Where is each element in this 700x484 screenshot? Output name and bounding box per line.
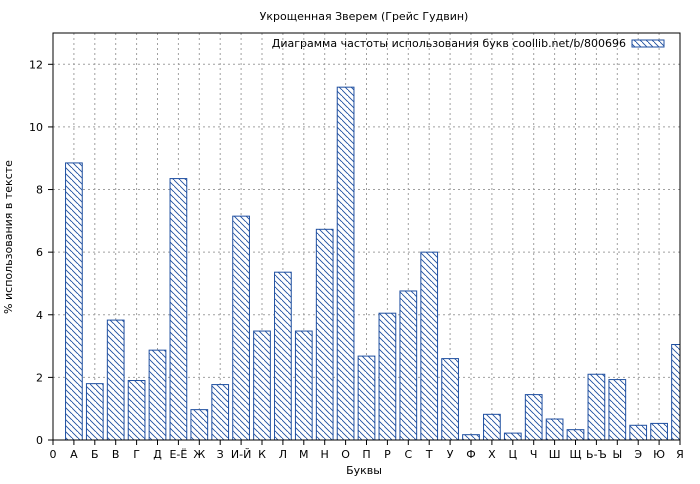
bar-О	[336, 86, 355, 441]
bar-Ш	[545, 418, 564, 441]
bar-Ж	[190, 409, 209, 441]
bar-Д	[148, 349, 167, 441]
bar-Х	[483, 413, 501, 441]
bar-Г	[127, 380, 146, 441]
bar-Ь-Ъ	[587, 373, 606, 441]
y-tick-label: 0	[36, 434, 43, 447]
x-tick-label: Х	[488, 448, 496, 461]
x-tick-label: А	[70, 448, 78, 461]
x-tick-label: Р	[384, 448, 391, 461]
x-tick-label: Ы	[612, 448, 622, 461]
x-tick-label: Т	[425, 448, 433, 461]
legend-swatch	[631, 39, 665, 48]
x-tick-label: Н	[321, 448, 329, 461]
x-tick-label: Б	[91, 448, 99, 461]
x-tick-label: В	[112, 448, 120, 461]
x-tick-label: Ч	[530, 448, 538, 461]
bar-Л	[274, 271, 292, 441]
x-tick-label: К	[258, 448, 266, 461]
x-tick-label: З	[217, 448, 224, 461]
bar-У	[441, 358, 459, 441]
legend: Диаграмма частоты использования букв coo…	[272, 37, 665, 50]
bar-К	[253, 330, 271, 441]
bar-Ю	[650, 422, 668, 441]
bar-Т	[420, 251, 439, 441]
bar-Я	[671, 344, 681, 441]
y-tick-label: 8	[36, 184, 43, 197]
x-tick-label: Е-Ё	[169, 448, 187, 461]
x-tick-label: Ш	[549, 448, 561, 461]
x-axis: 0 А Б В Г Д Е-Ё Ж З И-Й К Л М Н О П Р С Т У Ф Х Ц Ч Ш Щ Ь-Ъ Ы Э Ю Я	[50, 440, 684, 461]
x-tick-label: П	[362, 448, 370, 461]
x-tick-label: Ь-Ъ	[586, 448, 607, 461]
bar-В	[106, 319, 125, 441]
bar-З	[211, 384, 230, 441]
bar-И-Й	[232, 215, 250, 441]
y-tick-label: 4	[36, 309, 43, 322]
bar-Э	[629, 424, 648, 441]
x-tick-label: И-Й	[231, 448, 251, 461]
x-tick-label: Щ	[569, 448, 581, 461]
x-tick-label: Д	[153, 448, 162, 461]
bar-А	[65, 162, 83, 441]
bar-С	[399, 290, 418, 441]
y-tick-label: 6	[36, 246, 43, 259]
x-tick-label: С	[404, 448, 412, 461]
bar-П	[357, 355, 376, 441]
x-tick-label: Ж	[193, 448, 205, 461]
bar-Е-Ё	[169, 178, 188, 441]
y-axis: 0 2 4 6 8 10 12	[29, 58, 53, 447]
x-axis-title: Буквы	[346, 464, 382, 477]
y-tick-label: 12	[29, 58, 43, 71]
bar-Н	[315, 228, 334, 441]
y-axis-title: % использования в тексте	[2, 160, 15, 314]
legend-label: Диаграмма частоты использования букв coo…	[272, 37, 626, 50]
x-tick-label: 0	[50, 448, 57, 461]
x-tick-label: Ц	[509, 448, 518, 461]
bar-Ы	[608, 379, 627, 441]
bar-М	[294, 330, 313, 441]
x-tick-label: О	[341, 448, 350, 461]
x-tick-label: Э	[634, 448, 642, 461]
chart-title: Укрощенная Зверем (Грейс Гудвин)	[260, 10, 469, 23]
bar-Б	[85, 383, 104, 441]
x-tick-label: Ф	[466, 448, 475, 461]
x-tick-label: Г	[133, 448, 140, 461]
x-tick-label: М	[299, 448, 309, 461]
x-tick-label: У	[447, 448, 454, 461]
x-tick-label: Л	[279, 448, 287, 461]
x-tick-label: Ю	[653, 448, 665, 461]
y-tick-label: 10	[29, 121, 43, 134]
x-tick-label: Я	[676, 448, 684, 461]
y-tick-label: 2	[36, 371, 43, 384]
bar-Р	[378, 312, 397, 441]
bars	[65, 86, 681, 441]
bar-Ц	[503, 432, 522, 441]
bar-Ч	[524, 394, 543, 441]
bar-Ф	[462, 434, 480, 441]
bar-Щ	[566, 429, 585, 441]
